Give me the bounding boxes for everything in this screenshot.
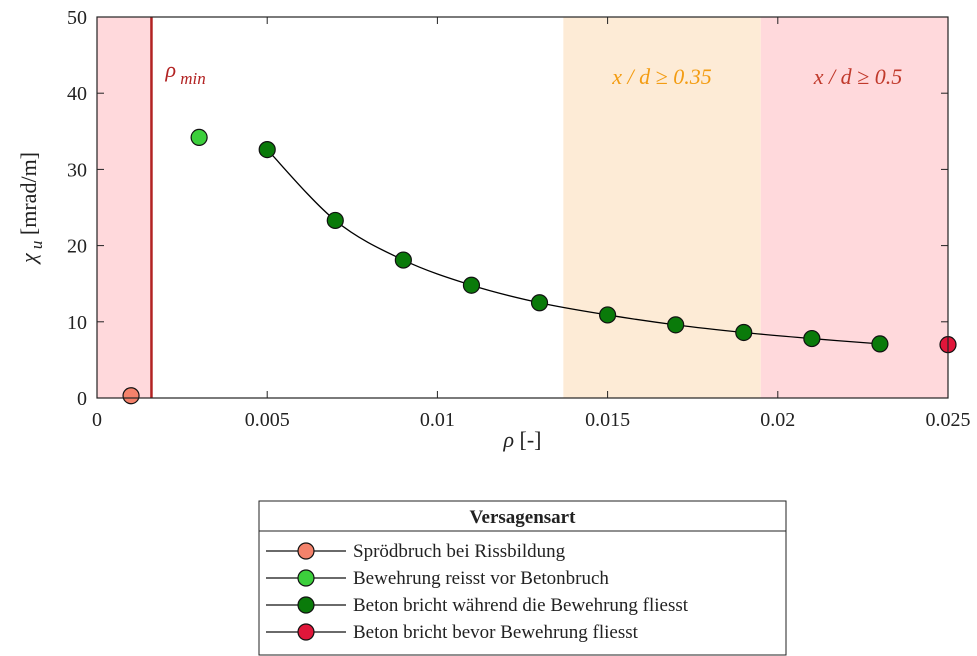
x-axis-ticks: 0 0.005 0.01 0.015 0.02 0.025 — [92, 17, 971, 431]
y-tick-label-2: 20 — [67, 236, 87, 258]
point-s2-6 — [667, 316, 685, 334]
legend-title: Versagensart — [470, 507, 577, 528]
legend-label-3: Beton bricht bevor Bewehrung fliesst — [353, 622, 639, 643]
region-0 — [97, 17, 152, 398]
y-axis-ticks: 0 10 20 30 40 50 — [67, 7, 948, 410]
x-tick-label-3: 0.015 — [585, 409, 630, 431]
legend: Versagensart Sprödbruch bei Rissbildung Be… — [258, 500, 787, 656]
point-s2-1 — [326, 211, 344, 230]
fit-curve — [266, 149, 880, 345]
annotation-0: x / d ≥ 0.35 — [611, 64, 711, 89]
y-tick-label-0: 0 — [77, 388, 87, 410]
point-s0-0 — [122, 387, 140, 405]
x-tick-label-5: 0.025 — [926, 409, 971, 431]
region-1 — [563, 17, 761, 398]
plot-frame — [96, 16, 949, 399]
point-s2-9 — [871, 335, 889, 353]
annotations: x / d ≥ 0.35 x / d ≥ 0.5 — [611, 64, 902, 89]
x-tick-label-0: 0 — [92, 409, 102, 431]
y-tick-label-5: 50 — [67, 7, 87, 29]
legend-marker-0 — [297, 542, 315, 560]
shaded-regions — [97, 17, 948, 398]
legend-marker-1 — [297, 569, 315, 587]
y-tick-label-4: 40 — [67, 83, 87, 105]
annotation-1: x / d ≥ 0.5 — [813, 64, 902, 89]
legend-label-0: Sprödbruch bei Rissbildung — [353, 541, 566, 562]
legend-box — [258, 500, 787, 656]
y-tick-label-3: 30 — [67, 159, 87, 181]
point-s2-0 — [258, 140, 276, 159]
x-axis-label: ρ [-] — [502, 427, 541, 452]
rho-min-line-group: ρ min — [150, 17, 206, 398]
legend-label-2: Beton bricht während die Bewehrung flies… — [353, 595, 689, 616]
point-s2-4 — [530, 294, 549, 312]
x-tick-label-1: 0.005 — [245, 409, 290, 431]
y-tick-label-1: 10 — [67, 312, 87, 334]
fit-curve-group — [266, 149, 880, 345]
y-axis-label: χ u [mrad/m] — [16, 152, 46, 265]
point-s2-3 — [462, 276, 481, 294]
data-points — [122, 128, 957, 405]
region-2 — [760, 17, 948, 398]
x-tick-label-2: 0.01 — [420, 409, 455, 431]
point-s2-5 — [598, 306, 617, 324]
point-s2-7 — [735, 323, 753, 342]
legend-label-1: Bewehrung reisst vor Betonbruch — [353, 568, 609, 589]
legend-marker-3 — [297, 623, 315, 641]
point-s1-0 — [190, 128, 208, 146]
point-s2-8 — [803, 329, 821, 348]
x-tick-label-4: 0.02 — [760, 409, 795, 431]
point-s2-2 — [394, 251, 412, 269]
rho-min-label: ρ min — [164, 57, 205, 88]
legend-marker-2 — [297, 596, 315, 614]
